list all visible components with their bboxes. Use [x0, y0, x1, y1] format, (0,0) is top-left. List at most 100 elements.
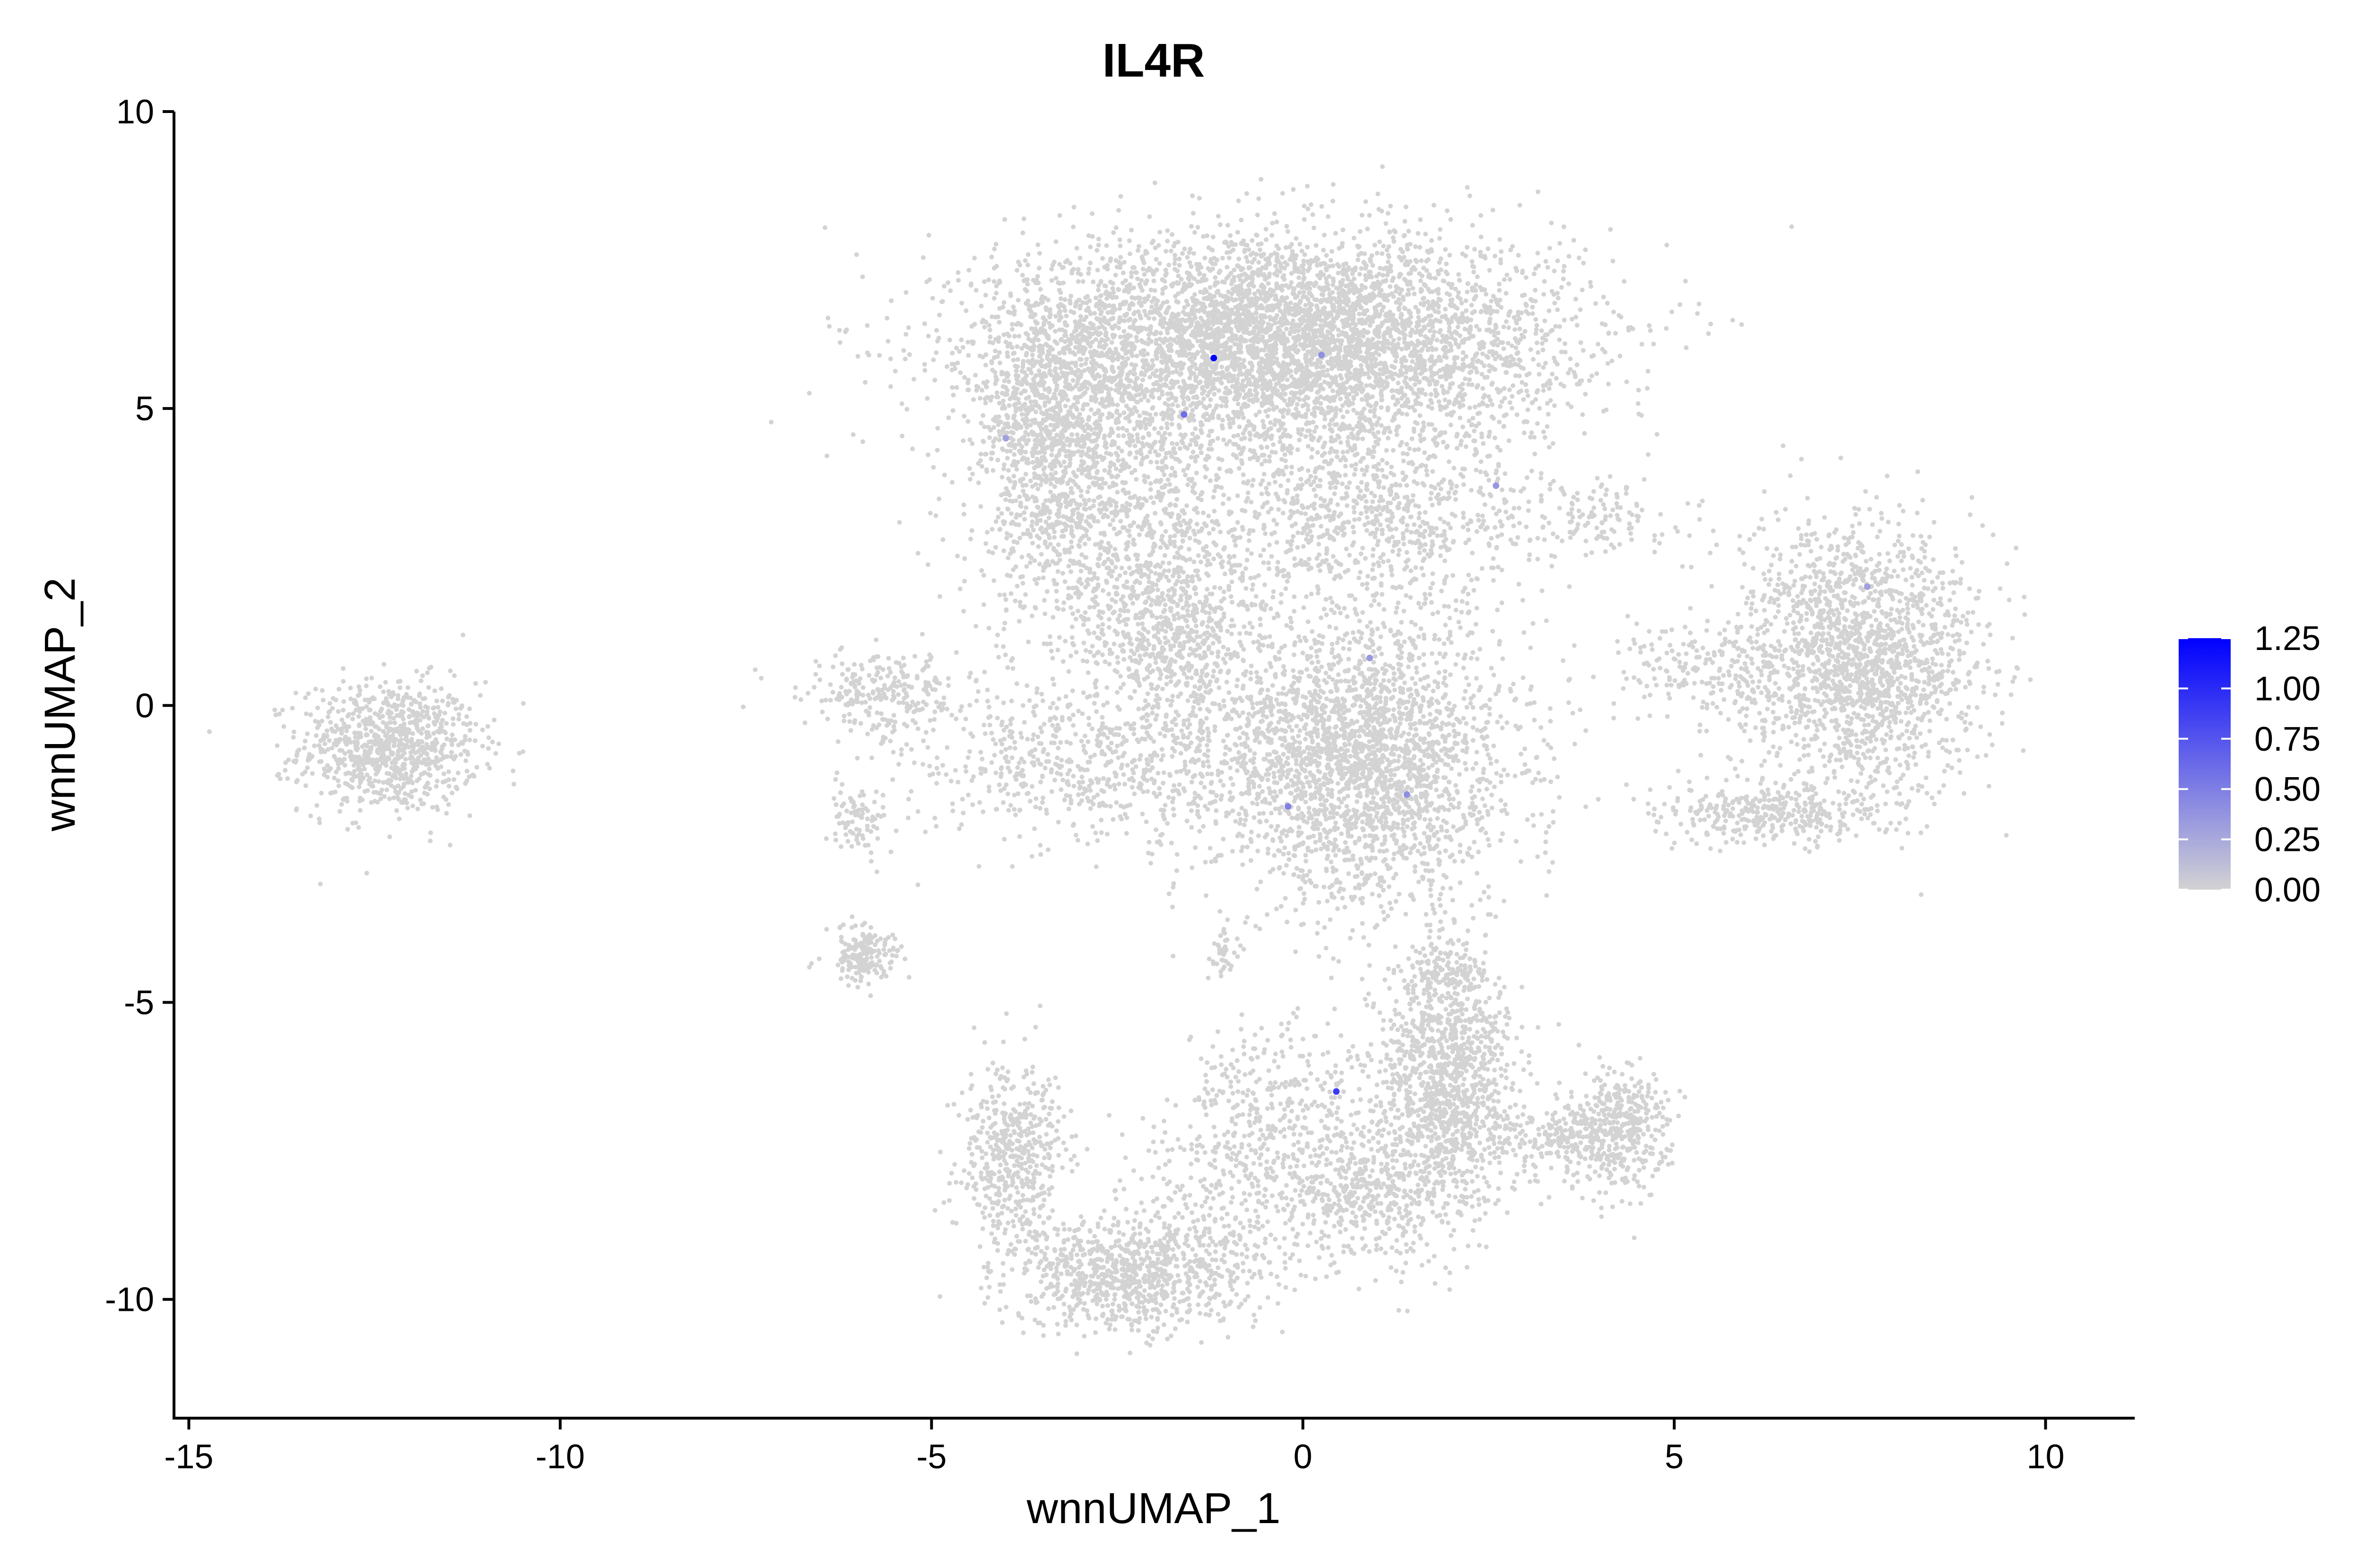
cell-point	[1334, 406, 1338, 411]
cell-point	[1336, 327, 1341, 332]
cell-point	[1310, 212, 1315, 217]
cell-point	[392, 720, 398, 726]
cell-point	[1357, 272, 1362, 277]
cell-point	[1231, 442, 1236, 447]
cell-point	[1158, 304, 1164, 309]
cell-point	[1340, 288, 1345, 293]
cell-point	[369, 739, 374, 744]
cell-point	[1376, 207, 1382, 212]
cell-point	[1454, 446, 1460, 451]
cell-point	[1479, 309, 1484, 314]
cell-point	[1555, 258, 1560, 263]
cell-point	[951, 392, 956, 398]
cell-point	[1113, 225, 1119, 230]
cell-point	[1263, 409, 1269, 414]
cell-point	[511, 781, 516, 787]
cell-point	[1272, 211, 1277, 216]
cell-point	[1392, 317, 1398, 322]
cell-point	[365, 732, 370, 737]
cell-point	[1378, 360, 1383, 365]
cell-point	[1469, 317, 1474, 322]
cell-point	[1589, 373, 1594, 379]
cell-point	[1096, 243, 1101, 248]
cell-point	[1379, 405, 1384, 410]
cell-point	[1475, 383, 1480, 388]
cell-point	[434, 698, 439, 703]
cell-point	[906, 325, 911, 330]
cell-point	[376, 779, 382, 784]
cell-point	[425, 752, 430, 757]
cell-point	[1259, 177, 1264, 182]
cell-point	[1385, 407, 1391, 413]
cell-point	[386, 741, 391, 745]
cell-point	[922, 321, 927, 326]
cell-point	[1241, 329, 1246, 335]
cell-point	[369, 728, 374, 734]
cell-point	[1163, 273, 1168, 278]
cell-point	[1035, 242, 1041, 247]
cell-point	[418, 753, 423, 758]
cell-point	[903, 356, 908, 362]
cell-point	[1504, 291, 1509, 296]
cell-point	[1488, 311, 1493, 316]
cell-point	[410, 755, 415, 760]
cell-point	[1220, 256, 1225, 261]
cell-point	[1147, 337, 1151, 342]
cell-point	[1574, 381, 1580, 387]
cell-point	[1636, 388, 1641, 393]
cell-point	[387, 692, 392, 697]
cell-point	[1565, 401, 1571, 407]
cell-point	[342, 762, 348, 768]
cell-point	[1453, 341, 1459, 347]
cell-point	[1366, 375, 1372, 380]
cell-point	[1410, 342, 1416, 347]
cell-point	[1375, 420, 1380, 425]
cell-point	[1431, 203, 1436, 208]
cell-point	[950, 385, 955, 390]
cell-point	[1472, 309, 1477, 314]
cell-point	[1541, 365, 1546, 370]
cell-point	[922, 362, 927, 367]
cell-point	[1015, 357, 1020, 362]
cell-point	[1197, 196, 1202, 201]
cell-point	[1195, 350, 1200, 355]
cell-point	[446, 784, 452, 789]
cell-point	[1517, 326, 1522, 331]
cell-point	[1316, 338, 1321, 344]
cell-point	[1168, 386, 1173, 391]
cell-point	[1571, 494, 1576, 500]
cell-point	[426, 766, 432, 771]
cell-point	[396, 679, 401, 684]
cell-point	[1545, 265, 1550, 270]
cell-point	[1504, 272, 1510, 277]
cell-point	[1412, 382, 1417, 387]
cell-point	[1479, 360, 1484, 365]
cell-point	[426, 685, 431, 690]
cell-point	[1245, 259, 1250, 264]
cell-point	[1380, 251, 1385, 256]
cell-point	[1352, 276, 1356, 281]
cell-point	[1371, 409, 1376, 415]
cell-point	[1340, 450, 1346, 455]
cell-point	[1444, 208, 1450, 213]
cell-point	[826, 315, 831, 321]
cell-point	[950, 408, 956, 413]
cell-point	[1504, 412, 1509, 417]
cell-point	[417, 759, 421, 764]
cell-point	[417, 776, 422, 781]
cell-point	[1513, 318, 1519, 323]
cell-point	[1069, 294, 1074, 299]
cell-point	[1062, 308, 1068, 313]
cell-point	[1553, 324, 1558, 329]
cell-point	[424, 762, 429, 767]
cell-point	[1547, 308, 1552, 313]
cell-point	[1330, 182, 1336, 187]
cell-point	[1305, 281, 1310, 286]
cell-point	[1498, 448, 1503, 453]
cell-point	[1363, 285, 1368, 290]
cell-point	[1139, 338, 1144, 344]
cell-point	[1193, 302, 1198, 307]
cell-point	[396, 790, 401, 795]
cell-point	[1385, 211, 1391, 216]
